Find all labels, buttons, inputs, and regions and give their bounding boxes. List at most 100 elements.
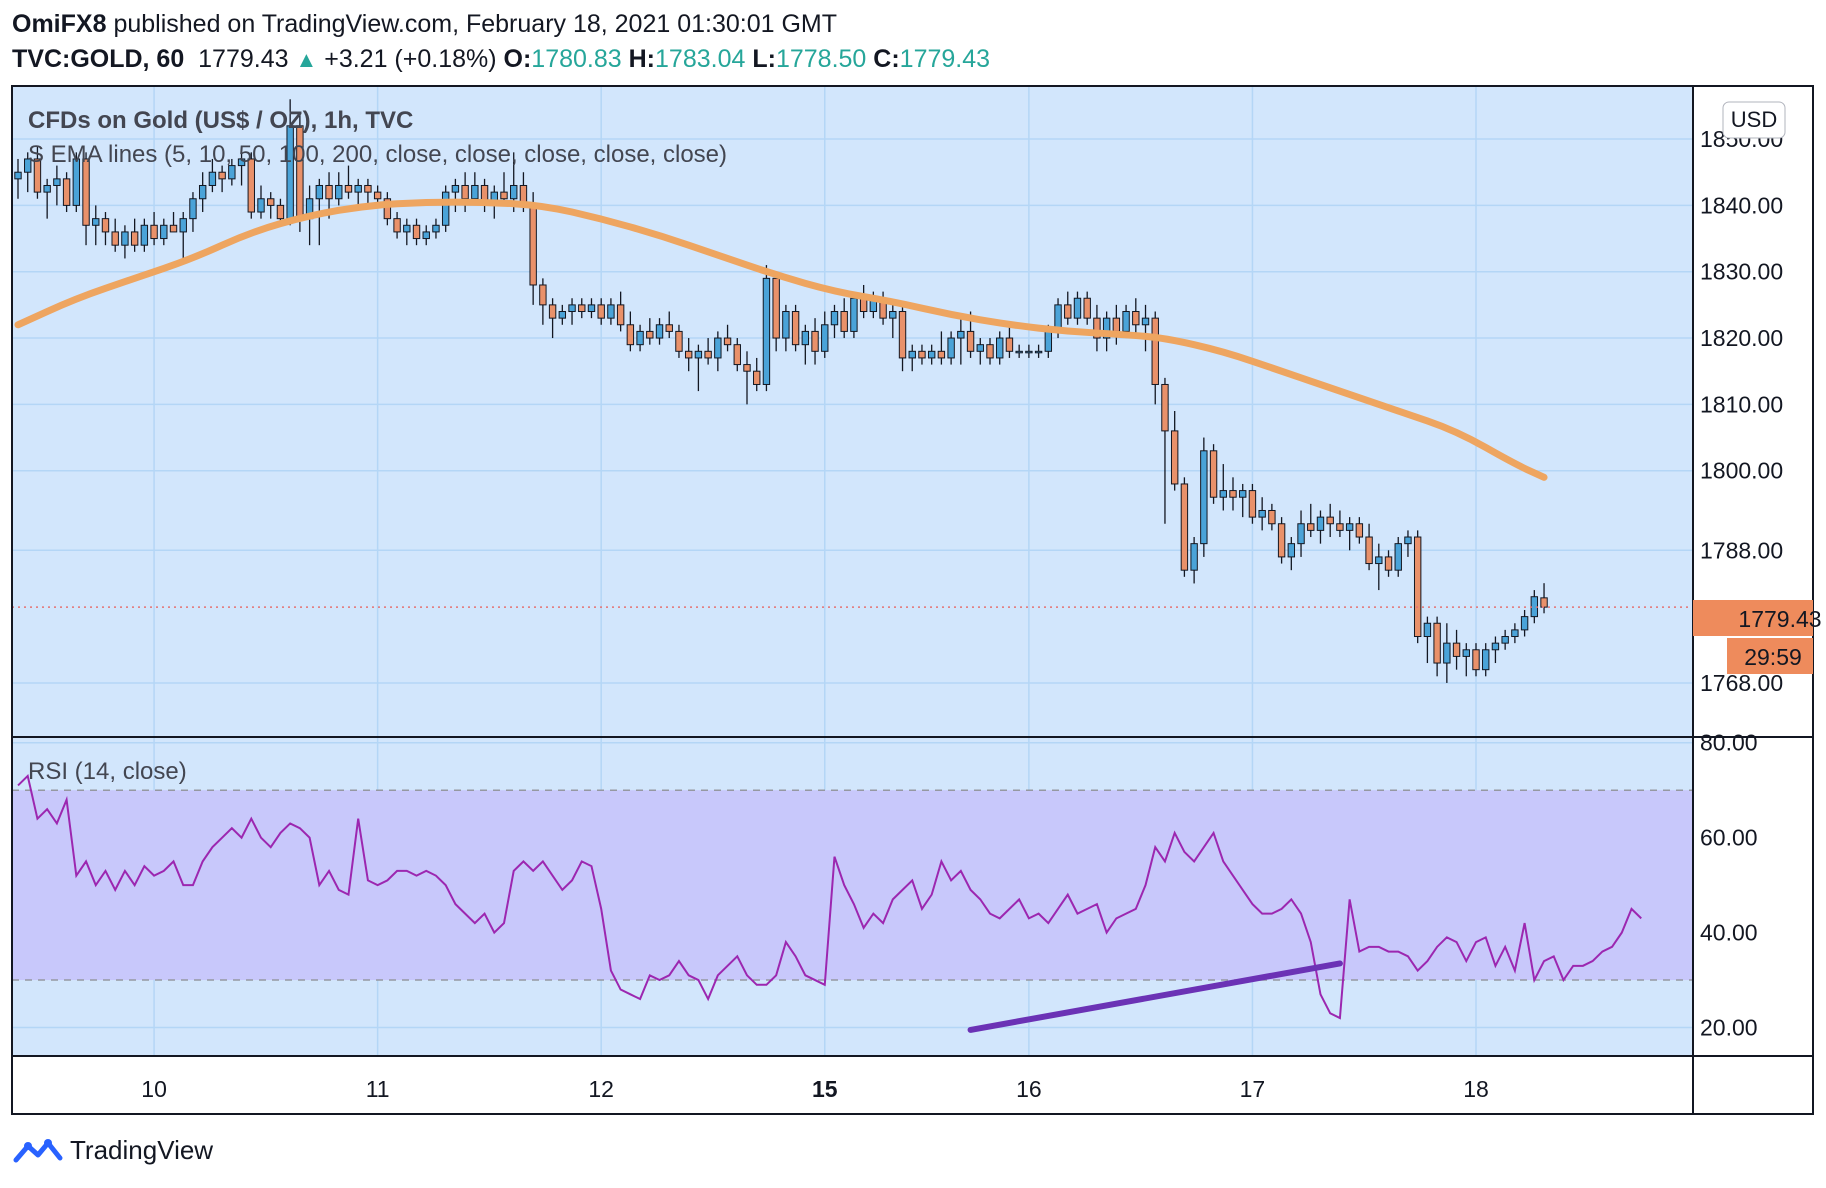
candle: [753, 357, 761, 392]
candle-body: [461, 184, 469, 200]
candle: [1161, 377, 1169, 524]
candle-body: [1423, 622, 1432, 638]
candle: [646, 318, 654, 345]
candle-body: [441, 191, 450, 226]
candle: [626, 311, 635, 352]
time-axis[interactable]: 10 11 12 15 16 17 18: [141, 1076, 1489, 1102]
candle-body: [957, 330, 965, 339]
close-value: 1779.43: [899, 45, 991, 73]
candle: [1141, 304, 1150, 352]
candle-body: [1248, 490, 1257, 518]
candle: [1520, 609, 1529, 637]
candle: [811, 318, 819, 365]
candle-body: [276, 204, 285, 220]
candle: [694, 344, 703, 392]
candle-body: [1073, 297, 1082, 319]
candle-body: [1219, 490, 1227, 498]
candle: [1268, 503, 1276, 531]
candle-body: [548, 304, 557, 319]
candle: [1316, 510, 1325, 544]
candle: [1345, 517, 1354, 551]
rsi-tick-label: 80.00: [1700, 730, 1758, 756]
candle: [1375, 543, 1383, 591]
candle-body: [558, 311, 567, 319]
candle-body: [179, 218, 187, 233]
candle: [801, 324, 810, 365]
candle-body: [1482, 649, 1490, 671]
symbol-label: TVC:GOLD, 60: [12, 45, 185, 73]
candle: [1132, 298, 1140, 339]
candle: [986, 338, 994, 365]
candle-body: [1443, 642, 1451, 664]
candle: [451, 178, 460, 213]
candle-body: [325, 184, 333, 200]
candle-body: [675, 330, 683, 352]
candle: [1239, 483, 1247, 518]
candle: [1394, 537, 1402, 577]
candle-body: [714, 337, 722, 359]
candle-body: [1083, 297, 1091, 319]
currency-button[interactable]: [1722, 101, 1786, 139]
candle-body: [1112, 317, 1121, 332]
candle-body: [927, 350, 936, 359]
candle: [1287, 537, 1296, 571]
candle-body: [811, 330, 819, 352]
close-label: C:: [873, 45, 900, 73]
tradingview-logo-icon: [13, 1138, 63, 1162]
high-label: H:: [628, 45, 656, 73]
candle-body: [1501, 636, 1509, 644]
last-price: 1779.43: [198, 45, 289, 73]
countdown-text: 29:59: [1744, 644, 1802, 670]
footer-brand[interactable]: TradingView: [12, 1135, 213, 1166]
candle: [432, 218, 440, 239]
candle-body: [1093, 317, 1101, 339]
candle: [1491, 636, 1500, 664]
candle-body: [636, 330, 644, 346]
candle-body: [1141, 317, 1150, 326]
candle: [1151, 311, 1159, 405]
candle-body: [1336, 523, 1344, 531]
candle: [150, 212, 158, 246]
candle: [1423, 616, 1432, 664]
candle: [383, 192, 392, 226]
price-change: +3.21 (+0.18%): [324, 45, 497, 73]
candle-body: [529, 204, 537, 286]
candle-body: [976, 344, 984, 352]
candle-body: [286, 125, 294, 220]
candle-body: [704, 350, 712, 359]
candle-body: [1015, 350, 1023, 354]
candle: [908, 344, 916, 372]
candle: [14, 158, 22, 199]
rsi-trendline: [967, 960, 1343, 1033]
candle: [1355, 517, 1364, 544]
candle-body: [665, 324, 673, 332]
candle-body: [1452, 642, 1461, 657]
candle: [1180, 477, 1189, 577]
author-name[interactable]: OmiFX8: [12, 10, 107, 38]
candle-body: [1229, 490, 1237, 498]
candle: [189, 192, 197, 232]
candle: [130, 218, 139, 252]
candle-body: [578, 304, 586, 313]
candle-body: [62, 178, 71, 206]
candle: [568, 298, 576, 325]
candle: [733, 338, 741, 372]
candle-body: [684, 350, 693, 359]
candle: [947, 331, 955, 365]
candle-body: [850, 297, 858, 332]
candle-body: [169, 224, 178, 233]
price-axis[interactable]: 1850.001840.001830.001820.001810.001800.…: [1700, 126, 1783, 696]
candle: [1307, 503, 1315, 538]
candle-body: [237, 158, 246, 167]
candle: [1190, 537, 1198, 584]
rsi-title: RSI (14, close): [28, 758, 187, 785]
candle: [208, 158, 217, 193]
candle-body: [908, 350, 916, 359]
candle: [403, 218, 411, 246]
rsi-axis[interactable]: 80.00 60.00 40.00 20.00: [1700, 730, 1758, 1041]
candle: [441, 185, 450, 232]
candle: [675, 324, 683, 358]
candle-body: [1297, 523, 1305, 545]
rsi-tick-label: 40.00: [1700, 920, 1758, 946]
